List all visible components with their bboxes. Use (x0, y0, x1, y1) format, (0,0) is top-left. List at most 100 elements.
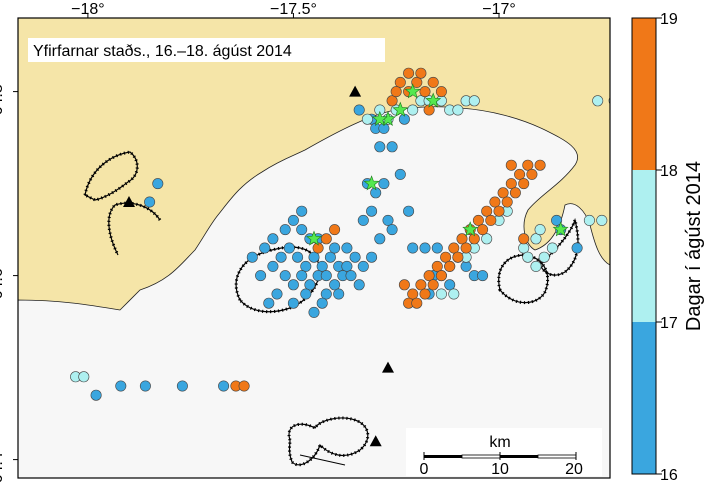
quake-day16-43 (345, 270, 357, 282)
quake-day16-19 (407, 242, 419, 254)
lat-tick-label-1: 64.6° (0, 262, 6, 300)
quake-day16-60 (308, 306, 320, 318)
quake-day16-52 (271, 288, 283, 300)
lon-tick-label-1: −17.5° (270, 1, 317, 18)
quake-day18-44 (505, 159, 517, 171)
quake-day16-13 (382, 214, 394, 226)
quake-day16-2 (353, 104, 365, 116)
lon-tick-label-0: −18° (71, 1, 105, 18)
quake-day18-31 (444, 260, 456, 272)
quake-day18-4 (427, 76, 439, 88)
quake-day16-11 (378, 178, 390, 190)
quake-day17-21 (530, 260, 542, 272)
quake-day16-29 (324, 251, 336, 263)
quake-day16-36 (287, 279, 299, 291)
quake-day16-12 (366, 205, 378, 217)
star-marker-5 (363, 175, 380, 191)
station-triangle-2 (382, 361, 394, 373)
quake-day17-4 (407, 104, 419, 116)
quake-day16-61 (316, 297, 328, 309)
quake-day18-2 (411, 76, 423, 88)
quake-day16-62 (296, 205, 308, 217)
quake-day17-22 (538, 251, 550, 263)
quake-day16-28 (316, 260, 328, 272)
quake-day17-11 (468, 95, 480, 107)
colorbar-label-16: 16 (660, 467, 678, 484)
colorbar-segment-18-19 (632, 18, 656, 170)
quake-day16-53 (287, 297, 299, 309)
quake-day18-33 (477, 224, 489, 236)
glacier-outlines (83, 150, 580, 467)
quake-day16-71 (444, 279, 456, 291)
quake-day18-7 (403, 67, 415, 79)
map-area (18, 18, 610, 478)
station-triangle-3 (369, 435, 382, 447)
quake-day16-26 (300, 260, 312, 272)
quake-day16-80 (115, 380, 127, 392)
quake-day18-25 (514, 168, 526, 180)
earthquake-points (70, 67, 610, 401)
outline-south (288, 417, 369, 466)
quake-day16-57 (255, 270, 267, 282)
quake-day16-16 (394, 168, 406, 180)
quake-day17-29 (592, 95, 604, 107)
quake-day16-22 (267, 260, 279, 272)
quake-day18-16 (440, 251, 452, 263)
quake-day16-58 (246, 251, 258, 263)
star-marker-6 (306, 230, 322, 246)
quake-day16-33 (357, 260, 369, 272)
colorbar-label-18: 18 (660, 163, 678, 180)
quake-day16-27 (308, 251, 320, 263)
quake-day17-25 (546, 242, 558, 254)
quake-day16-59 (263, 297, 275, 309)
quake-day18-12 (407, 288, 419, 300)
map-title: Yfirfarnar staðs., 16.–18. ágúst 2014 (33, 43, 292, 60)
quake-day18-17 (448, 242, 460, 254)
quake-day16-51 (341, 242, 353, 254)
quake-day16-74 (551, 214, 563, 226)
station-triangle-0 (349, 85, 362, 97)
axis-ticks: −18° −17.5° −17° 64.8° 64.6° 64.4° (0, 1, 516, 483)
quake-day18-18 (456, 233, 468, 245)
quake-day18-15 (431, 260, 443, 272)
quake-day18-13 (415, 279, 427, 291)
quake-day18-14 (423, 270, 435, 282)
scale-bar-unit: km (489, 434, 510, 451)
quake-day16-40 (320, 270, 332, 282)
quake-day17-20 (522, 251, 534, 263)
outline-center-tick (234, 245, 321, 314)
quake-day16-20 (419, 242, 431, 254)
colorbar: 19 18 17 16 Dagar í ágúst 2014 (631, 11, 705, 484)
outline-northeast-tick (538, 214, 580, 277)
quake-day18-46 (320, 233, 332, 245)
scale-label-10: 10 (491, 461, 509, 478)
outline-west-tick (83, 150, 139, 202)
scale-seg-2 (461, 454, 501, 459)
quake-day18-21 (481, 205, 493, 217)
quake-day18-40 (485, 214, 497, 226)
quake-day16-23 (275, 251, 287, 263)
quake-day16-37 (296, 270, 308, 282)
star-markers (306, 83, 569, 246)
title-box: Yfirfarnar staðs., 16.–18. ágúst 2014 (28, 38, 385, 62)
lat-tick-label-0: 64.8° (0, 78, 6, 116)
quake-day18-22 (489, 196, 501, 208)
quake-day17-23 (530, 233, 542, 245)
quake-day16-67 (460, 260, 472, 272)
quake-day18-26 (522, 159, 534, 171)
quake-day16-50 (329, 242, 341, 254)
quake-day18-5 (435, 86, 447, 98)
quake-day16-64 (431, 242, 443, 254)
quake-day16-25 (292, 251, 304, 263)
quake-day16-24 (283, 242, 295, 254)
quake-day16-76 (571, 242, 583, 254)
quake-day18-36 (518, 178, 530, 190)
quake-day17-19 (518, 242, 530, 254)
title-background (28, 38, 385, 62)
quake-day18-30 (427, 279, 439, 291)
quake-day16-44 (353, 279, 365, 291)
star-marker-7 (462, 221, 479, 237)
quake-day16-0 (144, 196, 156, 208)
quake-day16-54 (300, 288, 312, 300)
